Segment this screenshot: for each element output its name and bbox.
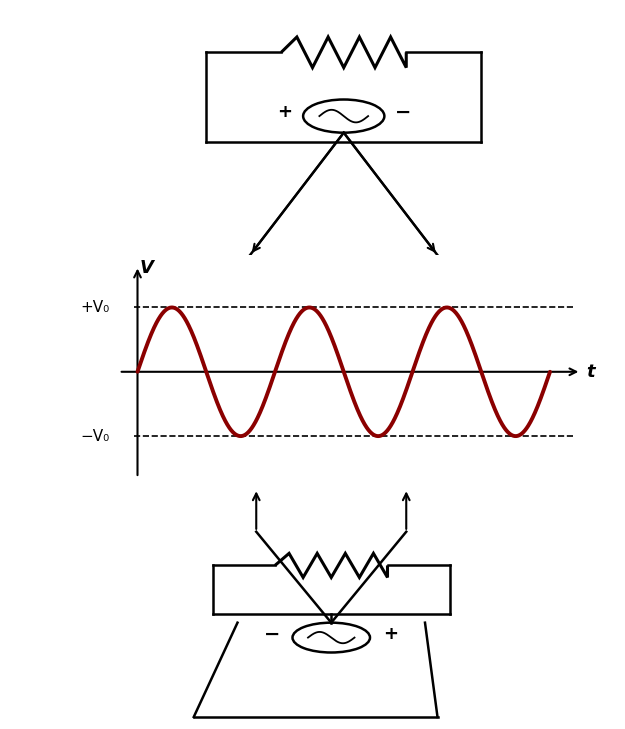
Text: V: V <box>140 259 154 276</box>
Text: −: − <box>395 103 411 122</box>
Text: −: − <box>264 625 280 644</box>
Text: +: + <box>277 104 292 121</box>
Text: −V₀: −V₀ <box>80 429 109 444</box>
Text: +V₀: +V₀ <box>80 300 109 315</box>
Text: t: t <box>586 363 595 381</box>
Text: +: + <box>383 625 398 643</box>
